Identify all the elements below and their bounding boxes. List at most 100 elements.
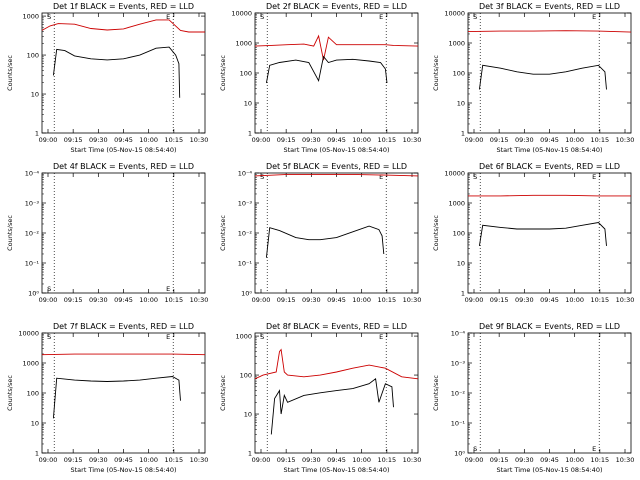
y-tick-label: 10⁰	[28, 290, 39, 298]
x-tick-label: 10:30	[403, 296, 422, 304]
marker-s: S	[473, 13, 477, 21]
x-tick-label: 09:15	[277, 296, 296, 304]
x-tick-label: 09:30	[89, 456, 108, 464]
plot-frame	[41, 332, 206, 454]
y-tick-label: 10	[244, 411, 252, 419]
marker-s: S	[260, 13, 264, 21]
y-axis-label: Counts/sec	[219, 215, 227, 251]
x-tick-label: 09:15	[64, 296, 83, 304]
x-tick-label: 09:45	[327, 296, 346, 304]
x-axis-label: Start Time (05-Nov-15 08:54:40)	[284, 146, 390, 154]
detector-panel-1: Det 1f BLACK = Events, RED = LLD Counts/s…	[0, 0, 213, 160]
x-tick-label: 10:15	[590, 296, 609, 304]
series-lld	[468, 194, 631, 197]
x-tick-label: 09:30	[89, 136, 108, 144]
detector-panel-6: Det 6f BLACK = Events, RED = LLD Counts/s…	[426, 160, 639, 320]
x-tick-label: 10:15	[164, 456, 183, 464]
x-tick-label: 09:45	[114, 136, 133, 144]
x-tick-label: 09:45	[114, 456, 133, 464]
y-tick-label: 10	[31, 420, 39, 428]
panel-plot: Det 3f BLACK = Events, RED = LLD Counts/s…	[432, 2, 635, 154]
x-tick-label: 10:00	[139, 296, 158, 304]
detector-panel-7: Det 7f BLACK = Events, RED = LLD Counts/s…	[0, 320, 213, 480]
marker-e: E	[166, 285, 170, 293]
x-tick-label: 10:15	[377, 456, 396, 464]
marker-e: E	[379, 333, 383, 341]
y-tick-label: 10⁻¹	[238, 260, 253, 268]
panel-plot: Det 9f BLACK = Events, RED = LLD Counts/s…	[432, 322, 634, 474]
y-tick-label: 10⁻¹	[25, 260, 40, 268]
y-tick-label: 1000	[448, 200, 465, 208]
marker-s: S	[47, 285, 51, 293]
plot-frame	[467, 172, 632, 294]
marker-s: S	[473, 445, 477, 453]
x-tick-label: 09:30	[515, 136, 534, 144]
x-tick-label: 10:30	[403, 456, 422, 464]
y-tick-label: 1000	[448, 40, 465, 48]
y-tick-label: 10000	[444, 10, 465, 18]
x-axis-label: Start Time (05-Nov-15 08:54:40)	[497, 146, 603, 154]
x-tick-label: 09:30	[302, 456, 321, 464]
y-tick-label: 10	[244, 100, 252, 108]
x-tick-label: 10:00	[352, 456, 371, 464]
marker-e: E	[379, 173, 383, 181]
y-tick-label: 10⁻²	[25, 230, 40, 238]
marker-e: E	[592, 13, 596, 21]
y-tick-label: 100	[240, 70, 252, 78]
x-tick-label: 10:30	[403, 136, 422, 144]
panel-plot: Det 2f BLACK = Events, RED = LLD Counts/s…	[219, 2, 422, 154]
plot-frame	[254, 172, 419, 294]
y-tick-label: 100	[453, 230, 465, 238]
y-tick-label: 100	[27, 390, 39, 398]
y-tick-label: 10⁻³	[451, 360, 466, 368]
panel-title: Det 8f BLACK = Events, RED = LLD	[266, 322, 407, 331]
x-tick-label: 09:45	[540, 456, 559, 464]
x-tick-label: 09:00	[252, 136, 271, 144]
y-tick-label: 10⁻⁴	[451, 330, 466, 338]
y-tick-label: 1	[461, 290, 465, 298]
series-events	[52, 46, 181, 98]
plot-frame	[41, 172, 206, 294]
x-tick-label: 09:15	[490, 136, 509, 144]
y-axis-label: Counts/sec	[219, 55, 227, 91]
x-tick-label: 09:00	[465, 456, 484, 464]
x-tick-label: 09:30	[515, 456, 534, 464]
y-tick-label: 10⁻³	[238, 200, 253, 208]
x-tick-label: 09:45	[114, 296, 133, 304]
marker-e: E	[592, 445, 596, 453]
x-tick-label: 09:00	[465, 136, 484, 144]
x-tick-label: 09:15	[277, 136, 296, 144]
x-tick-label: 10:30	[190, 136, 209, 144]
x-tick-label: 10:30	[190, 296, 209, 304]
x-axis-label: Start Time (05-Nov-15 08:54:40)	[497, 466, 603, 474]
x-tick-label: 09:45	[327, 456, 346, 464]
x-tick-label: 09:00	[39, 136, 58, 144]
detector-panel-4: Det 4f BLACK = Events, RED = LLD Counts/s…	[0, 160, 213, 320]
x-tick-label: 10:00	[352, 136, 371, 144]
plot-frame	[254, 12, 419, 134]
x-tick-label: 09:45	[327, 136, 346, 144]
y-tick-label: 10⁻²	[238, 230, 253, 238]
marker-e: E	[166, 13, 170, 21]
marker-e: E	[592, 173, 596, 181]
x-tick-label: 10:30	[616, 136, 635, 144]
y-axis-label: Counts/sec	[432, 215, 440, 251]
panel-plot: Det 4f BLACK = Events, RED = LLD Counts/s…	[6, 162, 209, 304]
y-tick-label: 1	[35, 130, 39, 138]
marker-s: S	[260, 333, 264, 341]
x-tick-label: 10:15	[590, 456, 609, 464]
plot-frame	[467, 332, 632, 454]
x-tick-label: 09:15	[64, 456, 83, 464]
x-tick-label: 10:15	[164, 136, 183, 144]
y-tick-label: 10⁻¹	[451, 420, 466, 428]
x-tick-label: 09:00	[39, 296, 58, 304]
panel-title: Det 4f BLACK = Events, RED = LLD	[53, 162, 194, 171]
x-tick-label: 09:15	[277, 456, 296, 464]
series-events	[270, 377, 394, 435]
plot-frame	[41, 12, 206, 134]
y-tick-label: 10000	[231, 10, 252, 18]
x-tick-label: 10:15	[377, 296, 396, 304]
y-tick-label: 100	[27, 52, 39, 60]
y-tick-label: 10000	[444, 170, 465, 178]
panel-plot: Det 8f BLACK = Events, RED = LLD Counts/s…	[219, 322, 422, 474]
